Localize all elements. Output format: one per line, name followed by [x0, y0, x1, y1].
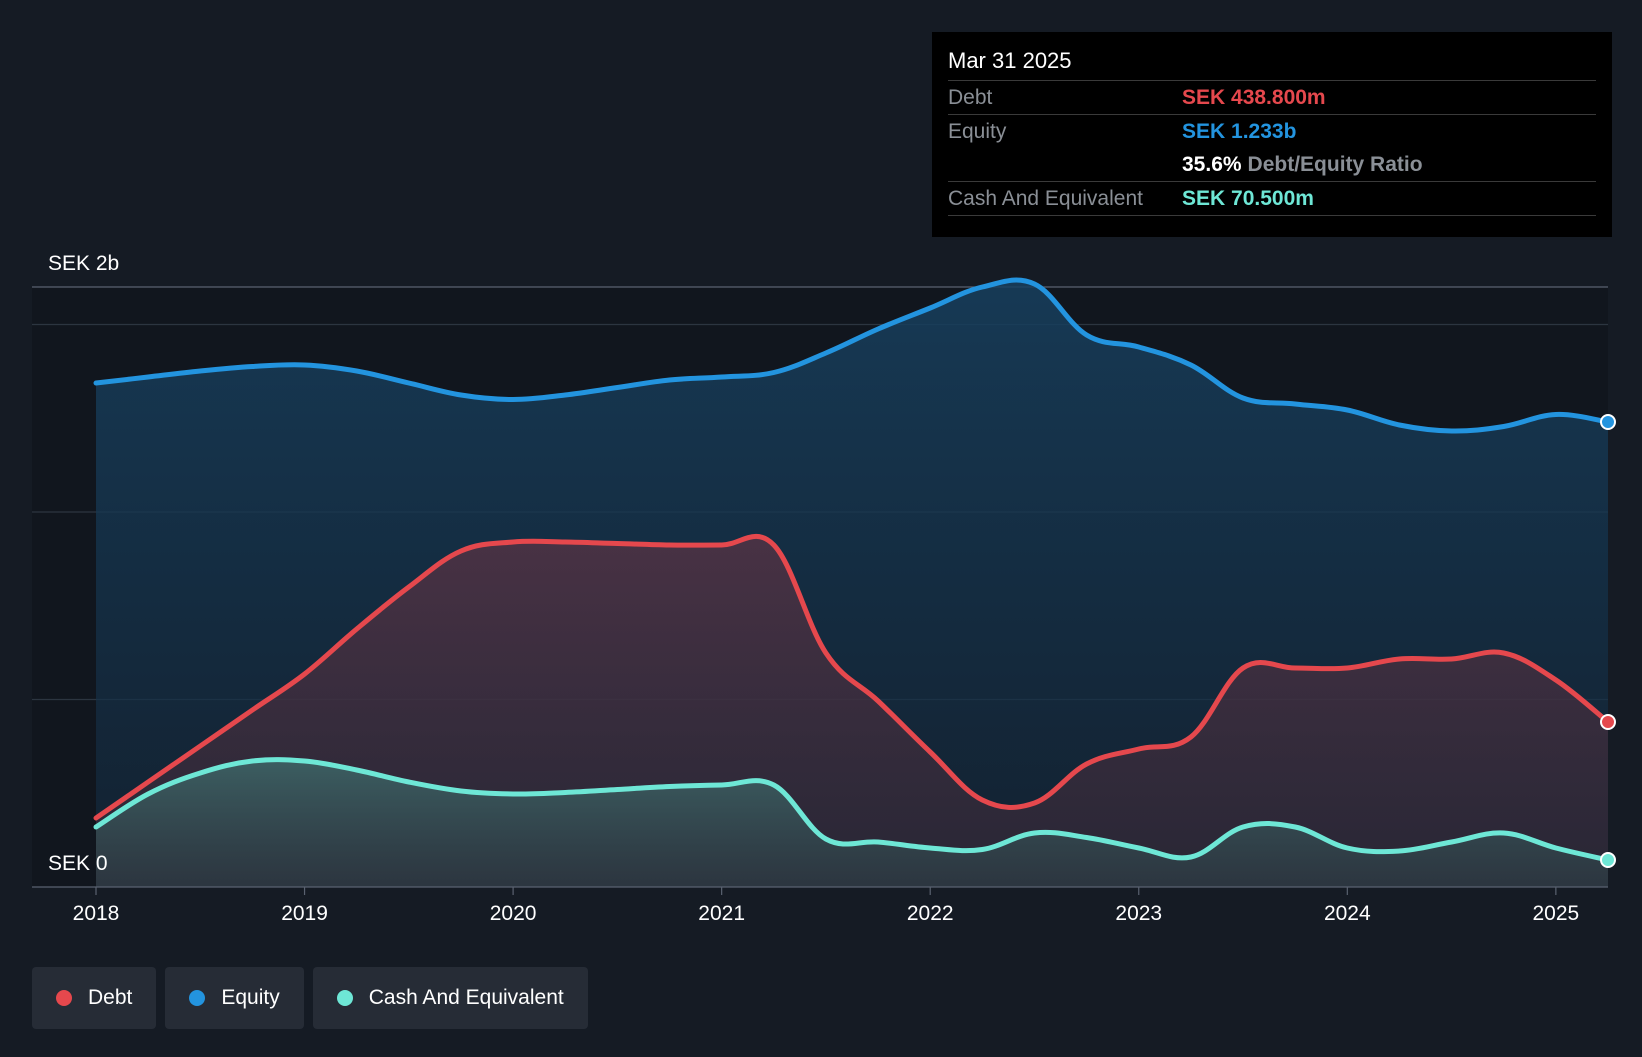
cash-dot-icon	[336, 990, 353, 1006]
tooltip-debt-value: SEK 438.800m	[1182, 85, 1326, 109]
x-axis: 2018 2019 2020 2021 2022 2023 2024 2025	[32, 886, 1608, 925]
legend-cash-label: Cash And Equivalent	[368, 986, 564, 1009]
x-tick-label-2019: 2019	[281, 902, 328, 925]
tooltip-equity-value: SEK 1.233b	[1182, 119, 1297, 143]
legend-item-debt[interactable]: Debt	[32, 967, 157, 1029]
tooltip-debt-row: Debt SEK 438.800m	[948, 80, 1596, 114]
tooltip-cash-row: Cash And Equivalent SEK 70.500m	[948, 181, 1596, 216]
x-tick-label-2020: 2020	[490, 902, 537, 925]
tooltip-cash-value: SEK 70.500m	[1182, 186, 1314, 210]
y-axis-top-label: SEK 2b	[48, 252, 119, 275]
tooltip-ratio-label: Debt/Equity Ratio	[1247, 152, 1423, 176]
series-lines	[93, 277, 1616, 868]
debt-end-marker	[1600, 714, 1616, 730]
tooltip-cash-label: Cash And Equivalent	[948, 186, 1143, 210]
tooltip-equity-label: Equity	[948, 119, 1007, 143]
x-tick-label-2021: 2021	[698, 902, 745, 925]
x-tick-label-2024: 2024	[1324, 902, 1371, 925]
debt-line	[93, 533, 1611, 821]
x-tick-label-2018: 2018	[73, 902, 120, 925]
cash-end-marker	[1600, 852, 1616, 868]
x-tick-label-2025: 2025	[1533, 902, 1580, 925]
debt-dot-icon	[56, 990, 72, 1006]
legend-item-cash[interactable]: Cash And Equivalent	[312, 967, 588, 1029]
x-tick-label-2022: 2022	[907, 902, 954, 925]
series-areas	[96, 279, 1608, 887]
tooltip-date: Mar 31 2025	[948, 48, 1072, 73]
equity-dot-icon	[189, 990, 206, 1006]
tooltip-equity-row: Equity SEK 1.233b	[948, 114, 1596, 148]
equity-end-marker	[1600, 414, 1616, 430]
tooltip-debt-label: Debt	[948, 85, 993, 109]
tooltip-ratio-row: 35.6% Debt/Equity Ratio	[948, 148, 1596, 181]
tooltip-panel: Mar 31 2025 Debt SEK 438.800m Equity SEK…	[932, 32, 1612, 237]
legend-debt-label: Debt	[88, 986, 133, 1009]
chart-legend: Debt Equity Cash And Equivalent	[32, 967, 588, 1029]
cash-area	[96, 759, 1608, 887]
legend-item-equity[interactable]: Equity	[165, 967, 304, 1029]
y-axis-bottom-label: SEK 0	[48, 852, 108, 875]
equity-line	[93, 277, 1611, 434]
tooltip-ratio-value: 35.6%	[1182, 152, 1242, 176]
cash-line	[93, 757, 1611, 863]
legend-equity-label: Equity	[221, 986, 280, 1009]
x-tick-label-2023: 2023	[1115, 902, 1162, 925]
